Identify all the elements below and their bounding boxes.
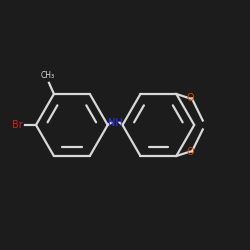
- Text: Br: Br: [12, 120, 23, 130]
- Text: O: O: [186, 94, 194, 104]
- Text: NH: NH: [108, 118, 122, 128]
- Text: CH₃: CH₃: [41, 71, 55, 80]
- Text: O: O: [186, 146, 194, 156]
